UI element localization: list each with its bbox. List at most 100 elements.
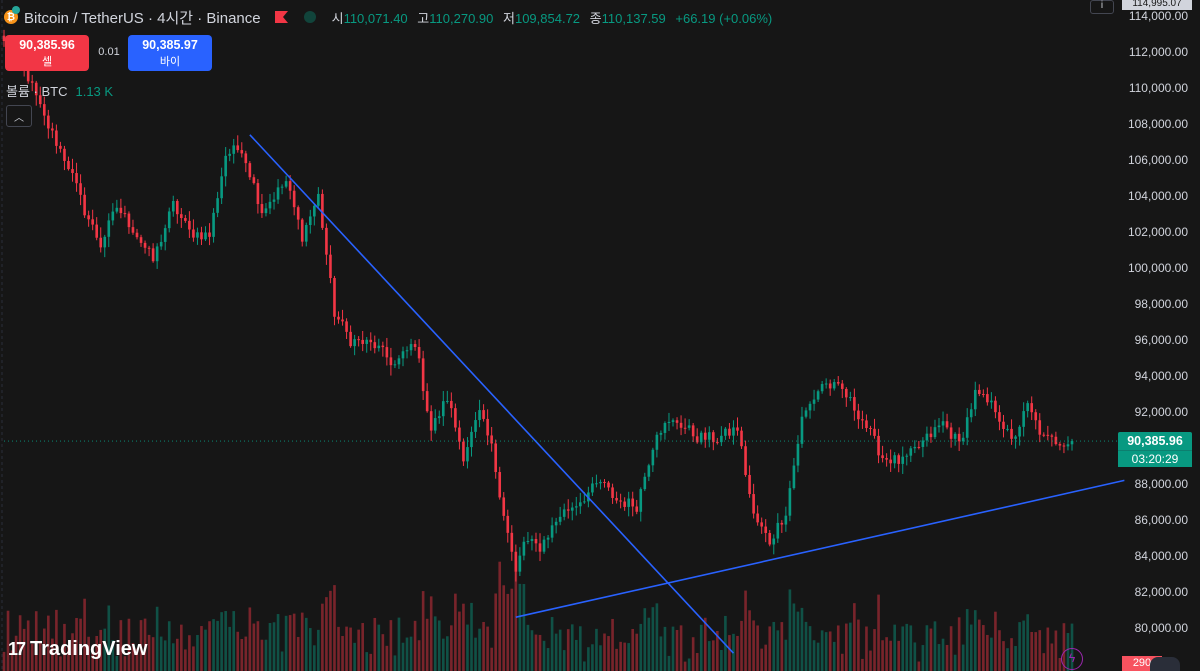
volume-value: 1.13 K bbox=[75, 84, 114, 99]
y-tick-label: 108,000.00 bbox=[1128, 117, 1188, 131]
volume-bar bbox=[828, 631, 832, 671]
volume-bar bbox=[619, 641, 622, 671]
candle-body bbox=[321, 193, 324, 228]
candle-body bbox=[853, 397, 856, 411]
candle-body bbox=[691, 425, 695, 437]
candle-body bbox=[147, 247, 151, 249]
candle-body bbox=[236, 145, 240, 151]
candle-body bbox=[953, 433, 957, 439]
volume-bar bbox=[167, 621, 171, 671]
candle-body bbox=[401, 351, 405, 359]
candle-body bbox=[933, 427, 937, 438]
volume-bar bbox=[196, 635, 199, 671]
volume-bar bbox=[454, 593, 457, 671]
volume-bar bbox=[87, 636, 90, 671]
volume-bar bbox=[325, 597, 328, 671]
volume-bar bbox=[937, 644, 941, 671]
candle-body bbox=[127, 213, 131, 228]
volume-bar bbox=[103, 628, 107, 671]
volume-bar bbox=[1058, 658, 1062, 671]
volume-bar bbox=[623, 642, 626, 671]
volume-bar bbox=[562, 650, 566, 671]
volume-bar bbox=[591, 644, 594, 671]
volume-bar bbox=[115, 655, 119, 671]
candle-body bbox=[1066, 444, 1070, 447]
y-tick-label: 80,000.00 bbox=[1135, 621, 1189, 635]
volume-bar bbox=[1046, 627, 1050, 671]
candle-body bbox=[397, 358, 401, 365]
avatar[interactable] bbox=[1150, 657, 1180, 671]
candle-body bbox=[308, 216, 312, 226]
trendline-2[interactable] bbox=[515, 479, 1125, 618]
candle-body bbox=[744, 446, 747, 475]
candle-body bbox=[34, 82, 38, 96]
candle-body bbox=[695, 436, 699, 443]
volume-bar bbox=[1002, 641, 1005, 671]
y-tick-label: 112,000.00 bbox=[1129, 45, 1188, 59]
candle-body bbox=[151, 248, 155, 262]
candle-body bbox=[538, 543, 542, 552]
candle-body bbox=[188, 220, 191, 230]
candle-body bbox=[603, 481, 606, 483]
candle-body bbox=[893, 455, 896, 464]
y-tick-label: 110,000.00 bbox=[1129, 81, 1188, 95]
volume-bar bbox=[264, 639, 268, 671]
candle-body bbox=[607, 482, 610, 488]
volume-bar bbox=[224, 611, 227, 671]
flag-icon[interactable] bbox=[274, 11, 288, 23]
candle-body bbox=[1062, 445, 1066, 447]
volume-bar bbox=[441, 638, 445, 671]
candle-body bbox=[248, 163, 252, 178]
volume-bar bbox=[292, 613, 296, 671]
volume-bar bbox=[707, 641, 711, 671]
volume-bar bbox=[171, 643, 175, 671]
candle-body bbox=[59, 145, 62, 149]
candle-body bbox=[724, 428, 727, 436]
tradingview-logo[interactable]: 17 TradingView bbox=[8, 638, 147, 661]
volume-bar bbox=[208, 621, 211, 671]
volume-bar bbox=[832, 641, 836, 671]
candle-body bbox=[740, 430, 743, 447]
volume-bar bbox=[1042, 653, 1046, 671]
candle-body bbox=[228, 153, 232, 156]
symbol-title[interactable]: Bitcoin / TetherUS · 4시간 · Binance bbox=[24, 9, 261, 27]
volume-bar bbox=[579, 626, 582, 671]
volume-bar bbox=[881, 640, 884, 671]
candle-body bbox=[1070, 441, 1074, 445]
trendline-1[interactable] bbox=[249, 134, 735, 654]
volume-bar bbox=[1030, 631, 1034, 671]
info-icon[interactable]: i bbox=[1090, 0, 1114, 14]
candle-body bbox=[143, 242, 147, 248]
volume-bar bbox=[200, 626, 203, 671]
collapse-legend-button[interactable]: ︿ bbox=[6, 105, 32, 127]
volume-bar bbox=[357, 629, 360, 671]
candle-body bbox=[175, 200, 179, 215]
candle-body bbox=[913, 446, 917, 449]
volume-legend[interactable]: 볼륨 · BTC 1.13 K bbox=[6, 81, 113, 100]
volume-bar bbox=[317, 629, 320, 671]
lightning-icon[interactable]: ϟ bbox=[1061, 648, 1083, 670]
candle-body bbox=[30, 81, 34, 83]
sell-button[interactable]: 90,385.96 셀 bbox=[5, 35, 89, 71]
volume-bar bbox=[961, 644, 965, 671]
candle-body bbox=[861, 419, 864, 421]
volume-bar bbox=[385, 645, 389, 671]
buy-button[interactable]: 90,385.97 바이 bbox=[128, 35, 212, 71]
volume-bar bbox=[929, 628, 933, 671]
candle-body bbox=[599, 481, 602, 484]
volume-bar bbox=[216, 620, 219, 671]
volume-bar bbox=[925, 625, 929, 671]
candle-body bbox=[748, 474, 751, 495]
volume-bar bbox=[147, 634, 151, 671]
candle-body bbox=[333, 278, 336, 317]
candle-body bbox=[159, 241, 163, 247]
volume-bar bbox=[393, 655, 397, 671]
candle-body bbox=[317, 193, 320, 206]
volume-bar bbox=[478, 628, 481, 671]
candle-body bbox=[712, 432, 715, 443]
volume-bar bbox=[897, 640, 901, 671]
volume-bar bbox=[776, 630, 780, 671]
volume-bar bbox=[599, 645, 602, 671]
volume-bar bbox=[280, 651, 284, 671]
